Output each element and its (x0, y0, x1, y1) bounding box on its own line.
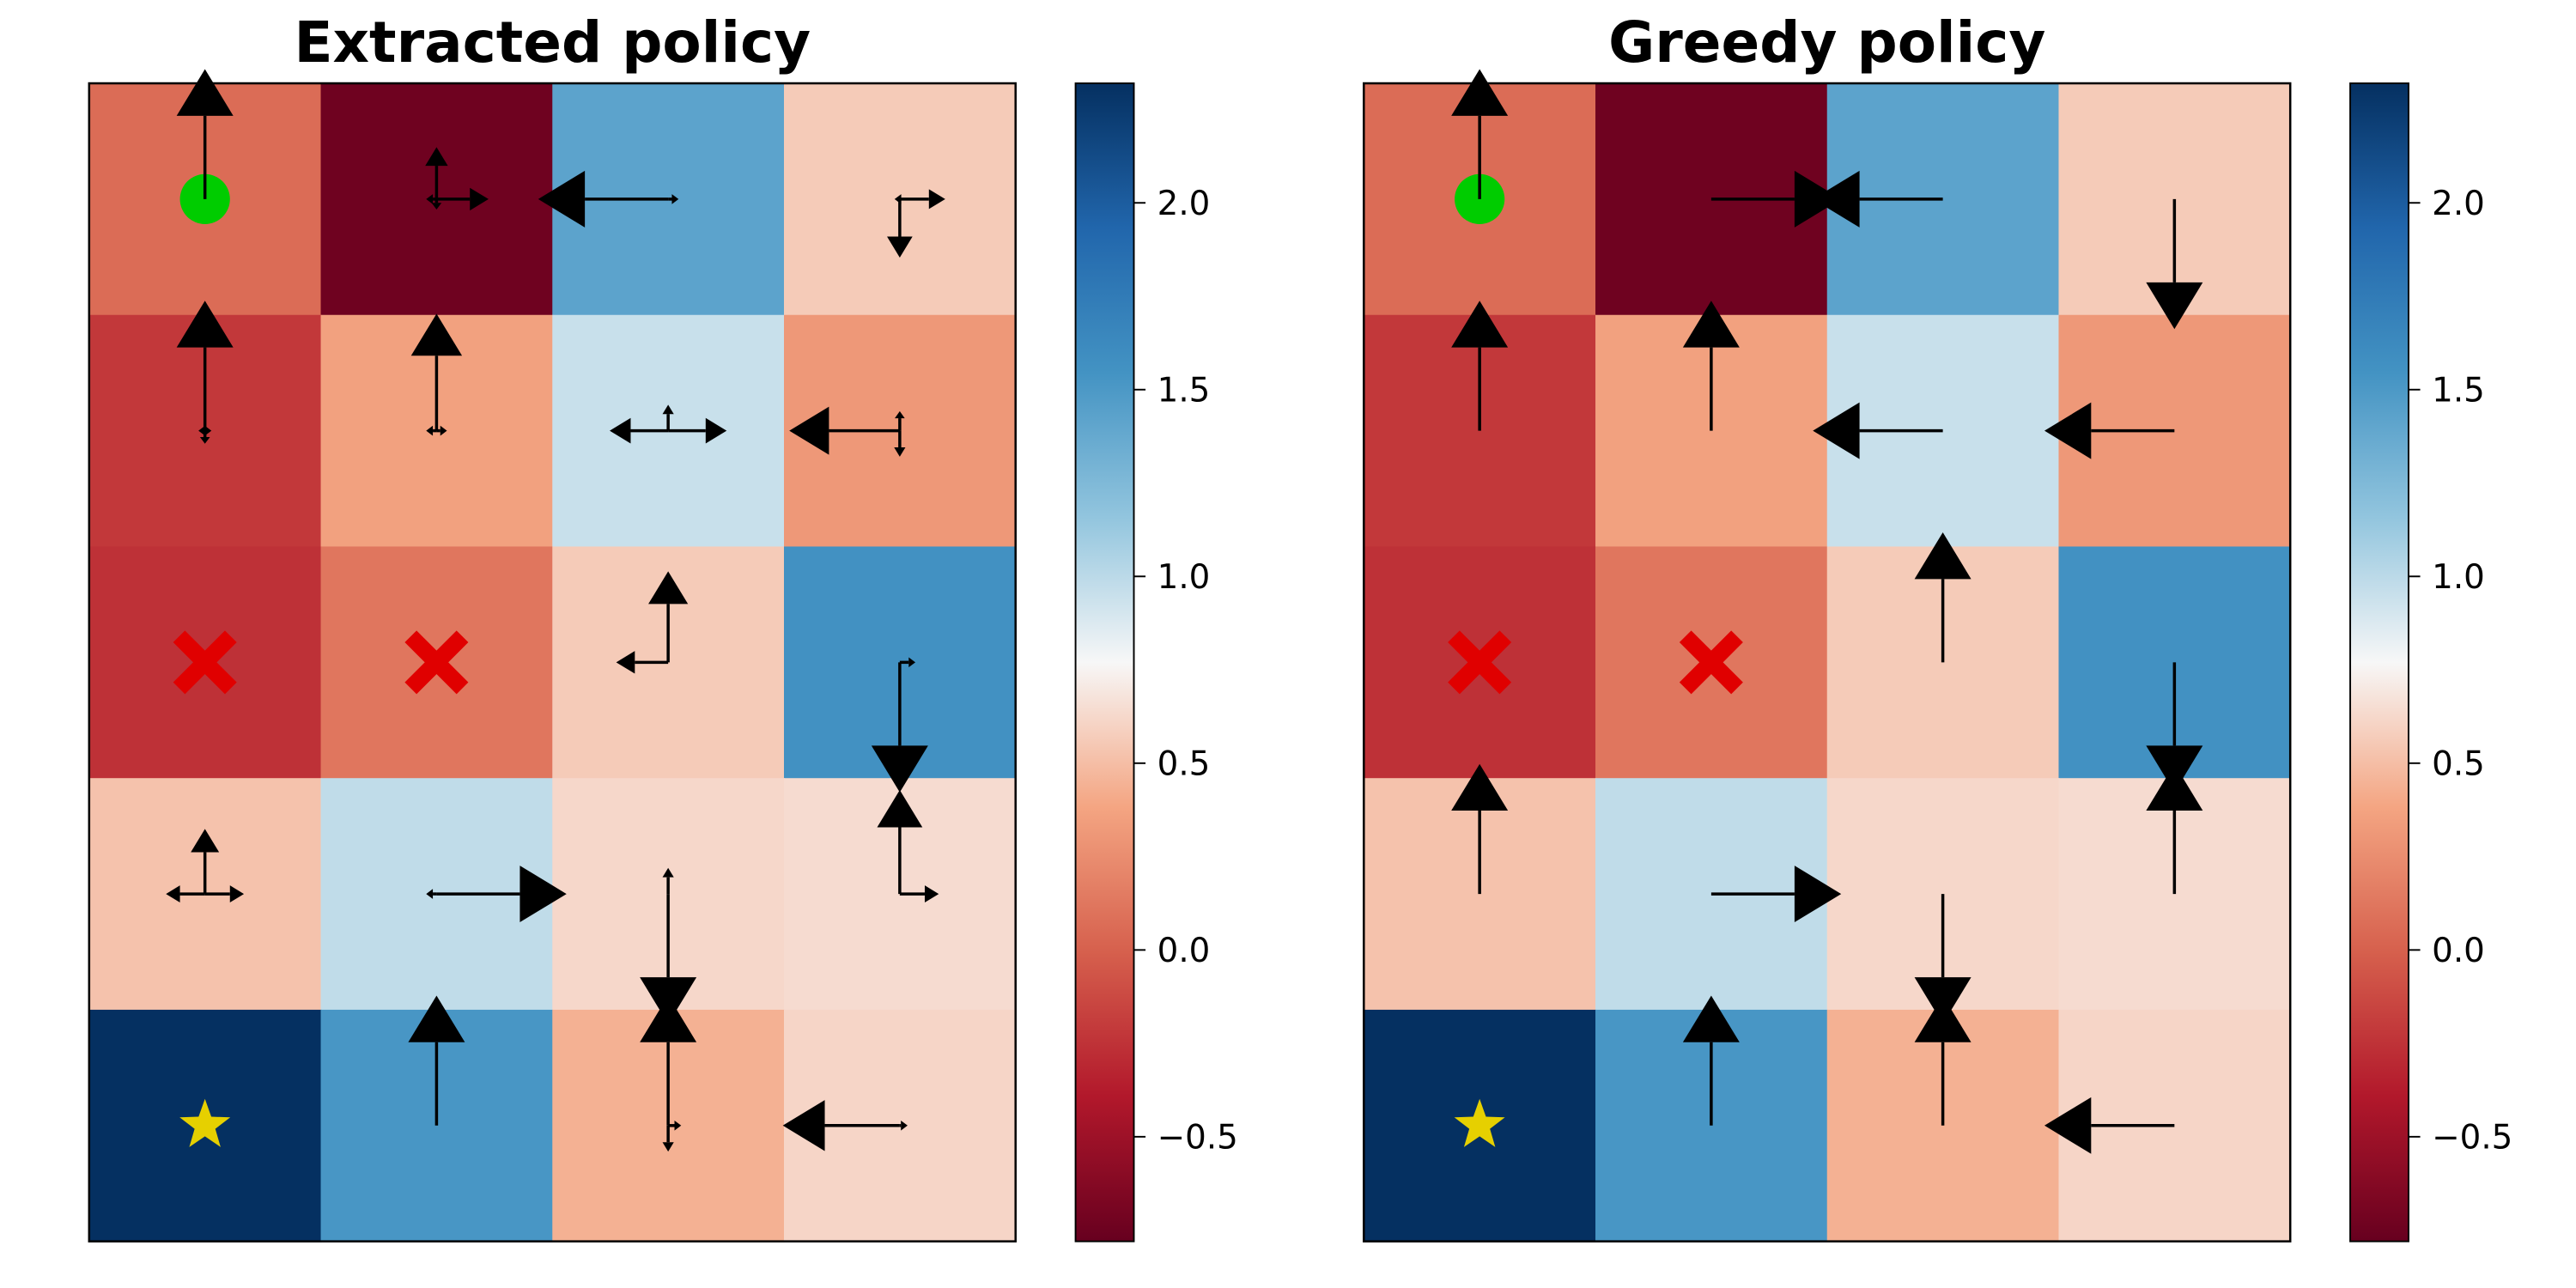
panel-greedy-policy: Greedy policy −0.5 0.0 0.5 1.0 1.5 2.0 (1363, 9, 2512, 1242)
plot-frame (88, 82, 1017, 1242)
heatmap-cells (1363, 69, 2292, 1242)
policy-arrow (894, 430, 906, 457)
arrow-layer (1451, 69, 2203, 1154)
policy-arrow (191, 829, 220, 895)
hazard-marker (404, 630, 469, 695)
arrow-layer (166, 69, 945, 1152)
greedy-arrow (1813, 402, 1943, 459)
policy-arrow (198, 425, 205, 436)
greedy-arrow (2044, 402, 2175, 459)
policy-arrow (426, 889, 437, 899)
policy-arrow (662, 1125, 674, 1152)
greedy-arrow (1914, 532, 1971, 663)
policy-arrow (895, 410, 905, 431)
policy-arrow (610, 417, 669, 444)
policy-arrow (176, 301, 234, 431)
colorbar-tick-label: 1.0 (1157, 558, 1211, 597)
greedy-arrow (1710, 866, 1842, 923)
policy-arrow (662, 867, 674, 895)
cell-layer (88, 83, 1017, 1242)
policy-arrow (436, 866, 567, 923)
policy-arrow (426, 425, 437, 436)
policy-arrow (436, 187, 489, 211)
plot-frame (1363, 82, 2292, 1242)
greedy-arrow (1682, 995, 1740, 1126)
greedy-arrow (1682, 301, 1740, 431)
colorbar-tick-label: 1.5 (1157, 371, 1211, 410)
colorbar: −0.5 0.0 0.5 1.0 1.5 2.0 (1074, 82, 1238, 1242)
greedy-arrow (1914, 995, 1971, 1126)
policy-arrow (668, 194, 679, 204)
policy-arrow (538, 170, 669, 228)
greedy-arrow (2146, 198, 2203, 330)
policy-arrow (408, 995, 465, 1126)
colorbar-tick-label: 0.0 (1157, 932, 1211, 970)
panel-title: Greedy policy (1608, 9, 2045, 76)
colorbar-tick-label: 0.5 (2432, 744, 2485, 783)
colorbar-tick-label: 0.0 (2432, 932, 2485, 970)
colorbar-gradient (2349, 82, 2409, 1242)
colorbar-tick-label: 2.0 (1157, 185, 1211, 223)
hazard-marker (1679, 630, 1743, 695)
panel-extracted-policy: Extracted policy −0.5 0.0 0.5 1.0 1.5 2.0 (88, 9, 1238, 1242)
policy-arrow (877, 789, 923, 895)
policy-arrow (640, 995, 697, 1126)
policy-arrow (166, 885, 205, 902)
colorbar-tick-label: 1.0 (2432, 558, 2485, 597)
policy-arrow (616, 651, 669, 674)
colorbar-ticks: −0.5 0.0 0.5 1.0 1.5 2.0 (2408, 185, 2512, 1157)
policy-arrow (899, 1120, 908, 1131)
greedy-arrow (2146, 763, 2203, 895)
policy-arrow (899, 885, 939, 902)
greedy-arrow (1451, 301, 1509, 431)
colorbar-tick-label: −0.5 (1157, 1118, 1238, 1157)
policy-arrow (436, 425, 447, 436)
policy-arrow (426, 194, 437, 204)
policy-arrow (662, 404, 674, 431)
hazard-marker (1448, 630, 1512, 695)
colorbar-tick-label: 1.5 (2432, 371, 2485, 410)
policy-arrow (176, 69, 234, 199)
policy-arrow (789, 406, 900, 455)
policy-arrow (894, 194, 902, 204)
policy-arrow (782, 1100, 900, 1151)
policy-arrow (425, 147, 448, 199)
heatmap-cells (88, 69, 1017, 1242)
cell-layer (1364, 83, 2292, 1242)
policy-arrow (668, 417, 727, 444)
colorbar-tick-label: −0.5 (2432, 1118, 2512, 1157)
colorbar-tick-label: 0.5 (1157, 744, 1211, 783)
colorbar: −0.5 0.0 0.5 1.0 1.5 2.0 (2349, 82, 2512, 1242)
hazard-marker (173, 630, 237, 695)
marker-layer (1448, 173, 1743, 1147)
policy-arrow (204, 885, 245, 902)
policy-arrow (887, 198, 913, 258)
greedy-arrow (2044, 1097, 2175, 1154)
policy-arrow (871, 662, 928, 793)
colorbar-ticks: −0.5 0.0 0.5 1.0 1.5 2.0 (1133, 185, 1238, 1157)
greedy-arrow (1451, 763, 1509, 895)
colorbar-tick-label: 2.0 (2432, 185, 2485, 223)
colorbar-gradient (1074, 82, 1135, 1242)
policy-arrow (648, 571, 689, 663)
greedy-arrow (1813, 170, 1943, 228)
policy-arrow (899, 189, 945, 210)
goal-marker (179, 1098, 231, 1147)
greedy-arrow (1451, 69, 1509, 199)
policy-arrow (410, 313, 463, 431)
goal-marker (1454, 1098, 1505, 1147)
panel-title: Extracted policy (294, 9, 811, 76)
